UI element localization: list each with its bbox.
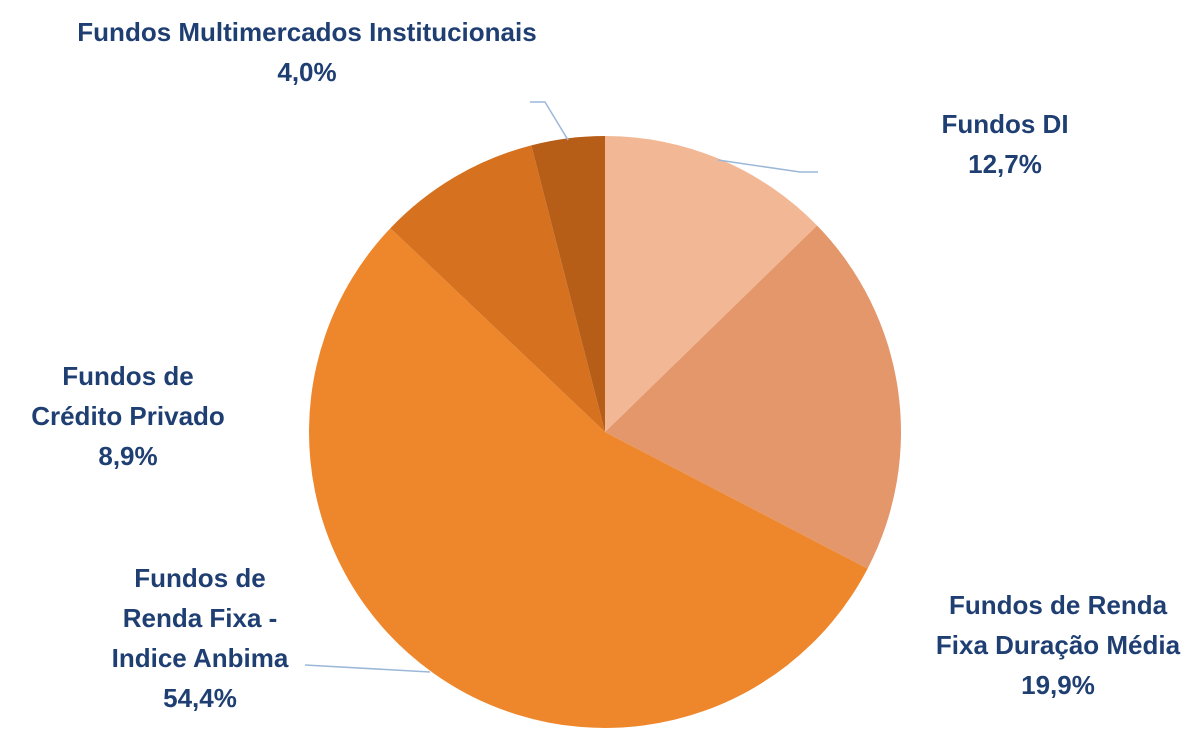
- category-name: Fundos de Renda Fixa - Indice Anbima: [111, 563, 289, 673]
- value-label: 8,9%: [98, 441, 158, 471]
- category-name: Fundos de Crédito Privado: [31, 361, 225, 431]
- pie-slice: [605, 225, 901, 569]
- value-label: 54,4%: [163, 683, 237, 713]
- pie-slice: [308, 228, 868, 729]
- leader-line: [304, 664, 431, 673]
- slice-label: Fundos de Renda Fixa - Indice Anbima 54,4…: [100, 558, 300, 718]
- leader-line: [530, 101, 569, 141]
- category-name: Fundos Multimercados Institucionais: [77, 17, 537, 47]
- value-label: 4,0%: [277, 57, 337, 87]
- value-label: 19,9%: [1021, 670, 1095, 700]
- value-label: 12,7%: [968, 149, 1042, 179]
- slice-label: Fundos Multimercados Institucionais 4,0%: [0, 12, 617, 92]
- slice-label: Fundos de Crédito Privado 8,9%: [21, 356, 236, 476]
- slice-label: Fundos de Renda Fixa Duração Média 19,9%: [933, 585, 1183, 705]
- pie-slice: [605, 136, 818, 432]
- pie-slice: [531, 136, 605, 432]
- slice-label: Fundos DI 12,7%: [855, 104, 1155, 184]
- leader-line: [717, 159, 818, 173]
- category-name: Fundos de Renda Fixa Duração Média: [935, 590, 1181, 660]
- pie-slice: [390, 145, 605, 432]
- category-name: Fundos DI: [941, 109, 1069, 139]
